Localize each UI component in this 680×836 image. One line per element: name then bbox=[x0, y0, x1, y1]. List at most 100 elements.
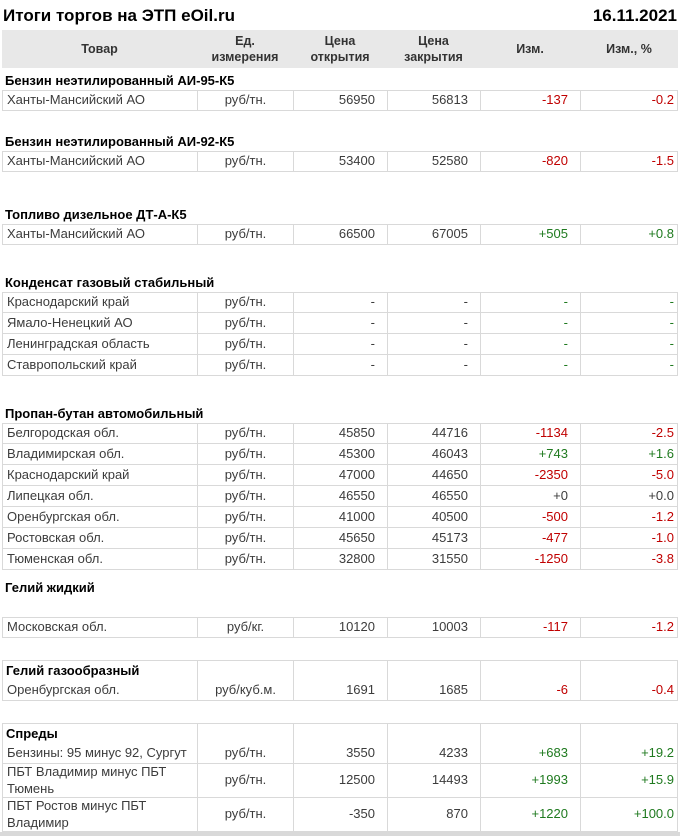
cell-change: -2350 bbox=[481, 465, 581, 485]
cell-change: +1220 bbox=[481, 798, 581, 831]
section-spacer bbox=[0, 376, 680, 403]
table-body: Бензин неэтилированный АИ-95-К5 Ханты-Ман… bbox=[0, 70, 680, 832]
cell-unit: руб/тн. bbox=[198, 507, 294, 527]
table-row: Краснодарский край руб/тн. - - - - bbox=[2, 292, 678, 313]
cell-open-price: 47000 bbox=[294, 465, 388, 485]
cell-close-price: 31550 bbox=[388, 549, 481, 569]
section-title: Спреды bbox=[3, 724, 198, 743]
cell-close-price: 46043 bbox=[388, 444, 481, 464]
cell-product: Оренбургская обл. bbox=[3, 680, 198, 700]
table-row: Ханты-Мансийский АО руб/тн. 66500 67005 +505… bbox=[2, 224, 678, 245]
bottom-edge bbox=[0, 832, 680, 836]
column-header-product: Товар bbox=[81, 41, 118, 56]
cell-open-price: -350 bbox=[294, 798, 388, 831]
table-row: Оренбургская обл. руб/тн. 41000 40500 -500 -1… bbox=[2, 507, 678, 528]
cell-product: Ханты-Мансийский АО bbox=[3, 225, 198, 244]
cell-change-pct: - bbox=[669, 294, 674, 310]
cell-change: -477 bbox=[481, 528, 581, 548]
table-row: Ленинградская область руб/тн. - - - - bbox=[2, 334, 678, 355]
cell-change: - bbox=[481, 355, 581, 375]
cell-change-pct: +15.9 bbox=[641, 772, 674, 788]
cell-close-price: 870 bbox=[388, 798, 481, 831]
cell-change: -6 bbox=[481, 680, 581, 700]
cell-change: +743 bbox=[481, 444, 581, 464]
cell-open-price: 53400 bbox=[294, 152, 388, 171]
cell-product: Тюменская обл. bbox=[3, 549, 198, 569]
cell-product: Липецкая обл. bbox=[3, 486, 198, 506]
table-row: Тюменская обл. руб/тн. 32800 31550 -1250 -3.8 bbox=[2, 549, 678, 570]
cell-unit: руб/тн. bbox=[198, 528, 294, 548]
cell-unit: руб/тн. bbox=[198, 225, 294, 244]
cell-product: Ханты-Мансийский АО bbox=[3, 152, 198, 171]
column-header-open-price: Цена открытия bbox=[310, 33, 370, 64]
cell-open-price: 46550 bbox=[294, 486, 388, 506]
cell-open-price: 66500 bbox=[294, 225, 388, 244]
cell-open-price: 12500 bbox=[294, 764, 388, 797]
cell-product: Ставропольский край bbox=[3, 355, 198, 375]
section-header: Конденсат газовый стабильный bbox=[5, 274, 215, 290]
cell-unit: руб/тн. bbox=[198, 465, 294, 485]
cell-unit: руб/тн. bbox=[198, 743, 294, 763]
cell-close-price: 10003 bbox=[388, 618, 481, 637]
cell-open-price: 3550 bbox=[294, 743, 388, 763]
column-header-change: Изм. bbox=[516, 41, 544, 56]
cell-close-price: 1685 bbox=[388, 680, 481, 700]
section-header-empty-cell bbox=[581, 724, 679, 743]
report-date: 16.11.2021 bbox=[592, 5, 677, 25]
section-header: Топливо дизельное ДТ-А-К5 bbox=[5, 206, 187, 222]
section-header: Пропан-бутан автомобильный bbox=[5, 405, 204, 421]
cell-change: +1993 bbox=[481, 764, 581, 797]
title-bar: Итоги торгов на ЭТП eOil.ru 16.11.2021 bbox=[0, 0, 680, 30]
section-header-empty-cell bbox=[294, 661, 388, 680]
cell-open-price: - bbox=[294, 293, 388, 312]
table-row: Ханты-Мансийский АО руб/тн. 53400 52580 -820… bbox=[2, 151, 678, 172]
cell-product: Краснодарский край bbox=[3, 465, 198, 485]
cell-unit: руб/тн. bbox=[198, 313, 294, 333]
section-spacer bbox=[0, 111, 680, 131]
table-row: Липецкая обл. руб/тн. 46550 46550 +0 +0.0 bbox=[2, 486, 678, 507]
section-header-empty-cell bbox=[388, 661, 481, 680]
cell-unit: руб/тн. bbox=[198, 424, 294, 443]
section-header-empty-cell bbox=[481, 724, 581, 743]
cell-unit: руб/тн. bbox=[198, 91, 294, 110]
cell-close-price: - bbox=[388, 334, 481, 354]
cell-unit: руб/тн. bbox=[198, 486, 294, 506]
cell-open-price: 45300 bbox=[294, 444, 388, 464]
cell-product: ПБТ Ростов минус ПБТ Владимир bbox=[3, 798, 198, 831]
cell-change: -1250 bbox=[481, 549, 581, 569]
table-row: Московская обл. руб/кг. 10120 10003 -117 -1.2 bbox=[2, 617, 678, 638]
cell-change: -500 bbox=[481, 507, 581, 527]
section-spacer bbox=[0, 701, 680, 723]
cell-change: -117 bbox=[481, 618, 581, 637]
cell-change-pct: +19.2 bbox=[641, 744, 674, 760]
cell-open-price: 1691 bbox=[294, 680, 388, 700]
section-header-empty-cell bbox=[581, 661, 679, 680]
cell-unit: руб/тн. bbox=[198, 798, 294, 831]
table-row: Ростовская обл. руб/тн. 45650 45173 -477 -1.0 bbox=[2, 528, 678, 549]
cell-product: Ханты-Мансийский АО bbox=[3, 91, 198, 110]
cell-change-pct: - bbox=[669, 335, 674, 351]
table-row: Владимирская обл. руб/тн. 45300 46043 +743 +1… bbox=[2, 444, 678, 465]
section-spacer bbox=[0, 570, 680, 577]
section-header: Спреды bbox=[2, 723, 678, 743]
cell-close-price: 44650 bbox=[388, 465, 481, 485]
cell-change-pct: -1.0 bbox=[651, 529, 674, 545]
cell-close-price: 46550 bbox=[388, 486, 481, 506]
cell-product: Бензины: 95 минус 92, Сургут bbox=[3, 743, 198, 763]
cell-change-pct: -1.2 bbox=[651, 619, 674, 635]
cell-product: Оренбургская обл. bbox=[3, 507, 198, 527]
cell-change: -820 bbox=[481, 152, 581, 171]
cell-unit: руб/тн. bbox=[198, 293, 294, 312]
section-header-empty-cell bbox=[294, 724, 388, 743]
cell-open-price: 32800 bbox=[294, 549, 388, 569]
cell-close-price: 67005 bbox=[388, 225, 481, 244]
cell-open-price: - bbox=[294, 313, 388, 333]
cell-change-pct: -5.0 bbox=[651, 466, 674, 482]
section-header-gap bbox=[0, 597, 680, 617]
cell-change: -1134 bbox=[481, 424, 581, 443]
cell-unit: руб/тн. bbox=[198, 444, 294, 464]
cell-product: Ростовская обл. bbox=[3, 528, 198, 548]
cell-open-price: - bbox=[294, 355, 388, 375]
section-header-empty-cell bbox=[198, 661, 294, 680]
